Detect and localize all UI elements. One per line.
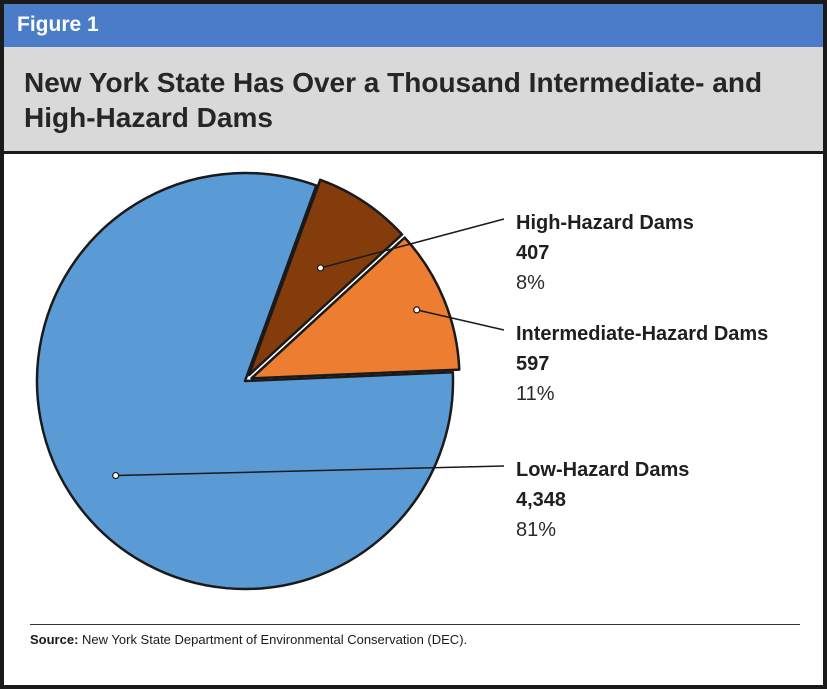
leader-dot-intermediate-hazard bbox=[413, 306, 421, 314]
label-count-high-hazard: 407 bbox=[516, 242, 549, 264]
label-percent-intermediate-hazard: 11% bbox=[516, 383, 555, 405]
label-count-low-hazard: 4,348 bbox=[516, 489, 566, 511]
slice-intermediate-hazard bbox=[250, 236, 461, 380]
source-divider bbox=[30, 624, 800, 625]
pie-chart: High-Hazard Dams 407 8% Intermediate-Hazard… bbox=[35, 171, 768, 591]
figure-label: Figure 1 bbox=[17, 13, 99, 36]
title-band: New York State Has Over a Thousand Inter… bbox=[4, 47, 823, 154]
source-label: Source: bbox=[30, 632, 79, 647]
leader-dot-high-hazard bbox=[316, 264, 325, 272]
pie-slices bbox=[35, 171, 461, 591]
label-name-low-hazard: Low-Hazard Dams bbox=[516, 459, 689, 481]
leader-lines bbox=[112, 218, 505, 480]
source-text: New York State Department of Environment… bbox=[78, 632, 468, 647]
chart-title: New York State Has Over a Thousand Inter… bbox=[24, 67, 763, 133]
label-percent-low-hazard: 81% bbox=[516, 519, 556, 541]
leader-line-intermediate-hazard bbox=[416, 309, 505, 331]
label-name-high-hazard: High-Hazard Dams bbox=[516, 212, 694, 234]
leader-dot-low-hazard bbox=[112, 471, 120, 480]
source-note: Source: New York State Department of Env… bbox=[30, 632, 467, 647]
label-count-intermediate-hazard: 597 bbox=[516, 353, 549, 375]
slice-labels: High-Hazard Dams 407 8% Intermediate-Hazard… bbox=[516, 212, 768, 541]
label-percent-high-hazard: 8% bbox=[516, 272, 545, 294]
slice-low-hazard bbox=[35, 171, 455, 591]
leader-line-high-hazard bbox=[320, 218, 505, 269]
slice-high-hazard bbox=[247, 178, 404, 377]
leader-line-low-hazard bbox=[115, 465, 505, 477]
figure-header-band: Figure 1 bbox=[4, 4, 823, 47]
label-name-intermediate-hazard: Intermediate-Hazard Dams bbox=[516, 323, 768, 345]
